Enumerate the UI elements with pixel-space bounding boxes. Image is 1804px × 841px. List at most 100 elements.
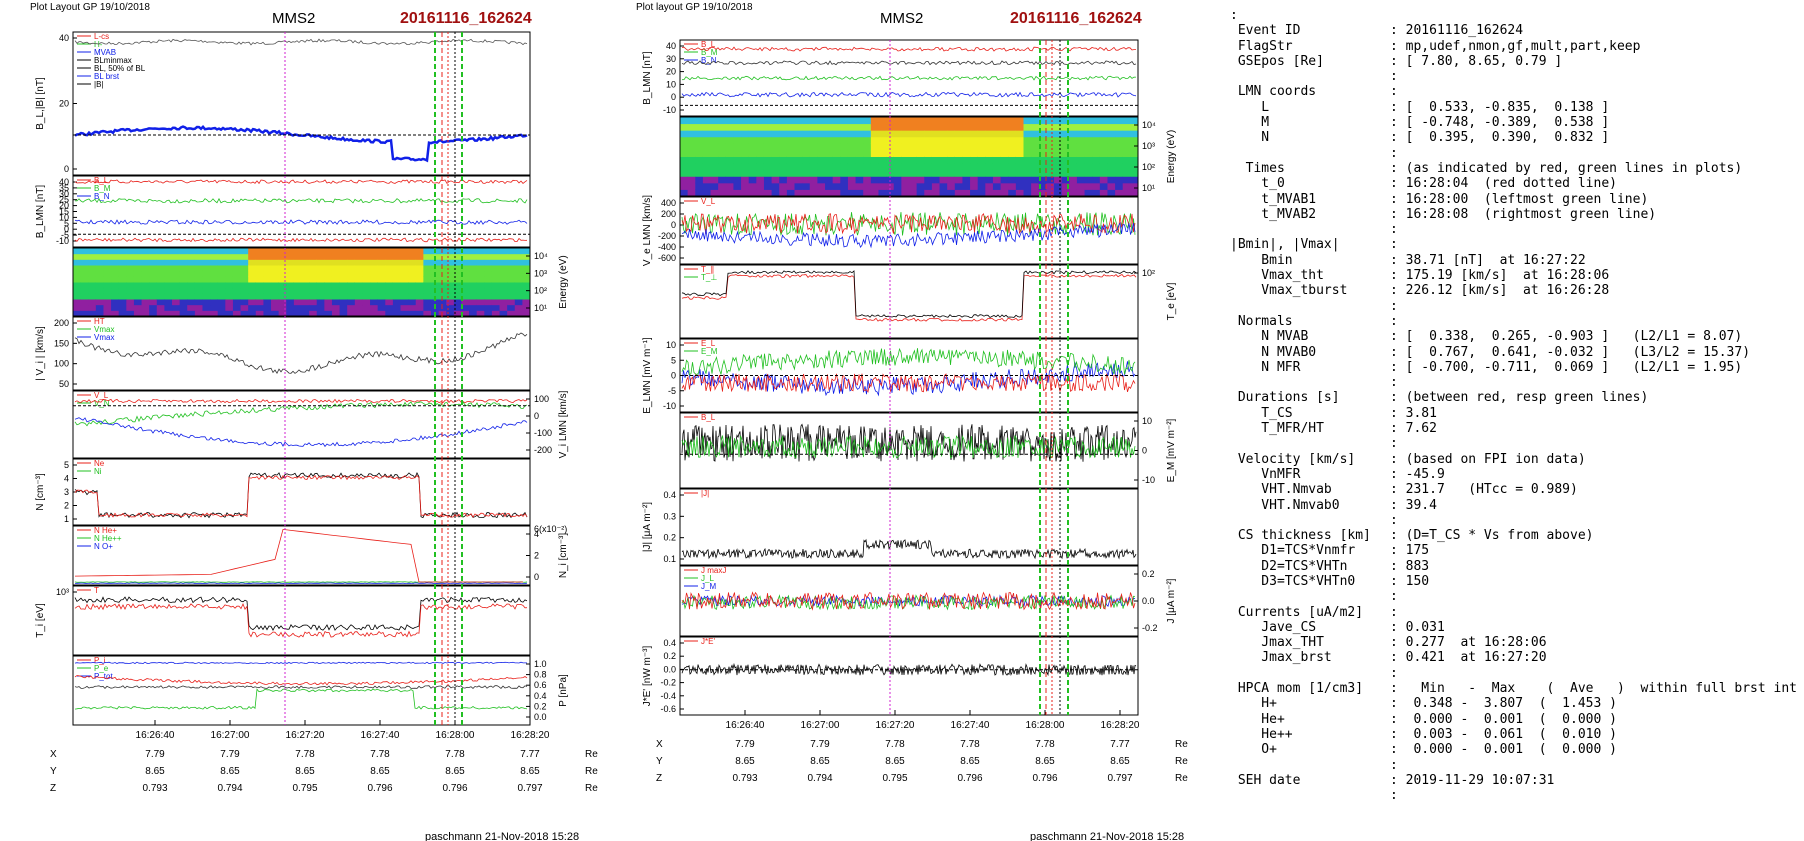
spectrogram-cell [271, 299, 280, 306]
spectrogram-cell [499, 287, 508, 294]
spectrogram-cell [514, 253, 523, 260]
spectrogram-cell [809, 182, 818, 190]
spectrogram-cell [725, 163, 734, 171]
ephem-value: 0.795 [292, 783, 317, 794]
spectrogram-cell [909, 117, 918, 125]
spectrogram-cell [331, 276, 341, 283]
panel-em: 100-10 E_M [mV m⁻²]B_L [679, 412, 1177, 489]
spectrogram-cell [1038, 176, 1047, 184]
info-key: CS thickness [km] [1230, 528, 1371, 544]
spectrogram-cell [1023, 136, 1032, 144]
y-tick-label: 10⁴ [534, 251, 548, 261]
spectrogram-cell [111, 265, 120, 272]
spectrogram-cell [370, 282, 379, 289]
spectrogram-cell [1061, 149, 1070, 157]
spectrogram-cell [916, 130, 925, 138]
spectrogram-cell [461, 270, 470, 277]
spectrogram-cell [1115, 176, 1124, 184]
spectrogram-cell [763, 176, 773, 184]
info-key: LMN coords [1230, 84, 1317, 100]
ephem-value: 0.796 [442, 783, 467, 794]
spectrogram-cell [809, 143, 818, 151]
info-row: N MFR: [ -0.700, -0.711, 0.069 ] (L2/L1 … [1230, 360, 1800, 375]
spectrogram-cell [248, 282, 257, 289]
spectrogram-cell [878, 143, 887, 151]
spectrogram-cell [156, 276, 165, 283]
spectrogram-cell [347, 276, 356, 283]
spectrogram-cell [141, 259, 150, 266]
spectrogram-cell [339, 265, 348, 272]
spectrogram-cell [962, 163, 971, 171]
spectrogram-cell [741, 123, 750, 131]
spectrogram-cell [172, 310, 181, 317]
spectrogram-cell [324, 287, 333, 294]
spectrogram-cell [687, 176, 696, 184]
spectrogram-cell [1069, 123, 1078, 131]
spectrogram-cell [469, 304, 478, 311]
info-key: L [1230, 99, 1270, 115]
spectrogram-cell [316, 248, 325, 255]
info-row: HPCA mom [1/cm3]: Min - Max ( Ave ) with… [1230, 681, 1800, 696]
spectrogram-cell [438, 282, 447, 289]
legend-label: T [94, 586, 99, 595]
spectrogram-cell [73, 310, 82, 317]
spectrogram-cell [710, 189, 719, 197]
y-tick-label: 3 [64, 487, 69, 497]
spectrogram-cell [202, 310, 211, 317]
spectrogram-cell [263, 299, 272, 306]
spectrogram-cell [179, 299, 188, 306]
spectrogram-cell [126, 310, 135, 317]
spectrogram-cell [1076, 136, 1086, 144]
spectrogram-cell [484, 310, 493, 317]
spectrogram-cell [133, 310, 143, 317]
info-key: t_0 [1230, 176, 1285, 192]
spectrogram-cell [1061, 189, 1070, 197]
spectrogram-cell [817, 123, 826, 131]
spectrogram-cell [1122, 156, 1131, 164]
plot-title: MMS2 [880, 10, 923, 27]
spectrogram-cell [710, 149, 719, 157]
spectrogram-cell [446, 299, 455, 306]
spectrogram-cell [855, 182, 864, 190]
spectrogram-cell [825, 182, 834, 190]
spectrogram-cell [825, 117, 834, 125]
spectrogram-cell [832, 176, 841, 184]
spectrogram-cell [809, 156, 818, 164]
spectrogram-cell [817, 117, 826, 125]
y-tick-label: 10 [666, 340, 676, 350]
spectrogram-cell [217, 310, 226, 317]
spectrogram-cell [756, 149, 765, 157]
info-row: O+: 0.000 - 0.001 ( 0.000 ) [1230, 742, 1800, 757]
spectrogram-cell [893, 163, 902, 171]
spectrogram-cell [499, 276, 508, 283]
spectrogram-cell [970, 149, 979, 157]
data-series [74, 38, 528, 46]
spectrogram-cell [763, 182, 773, 190]
spectrogram-cell [514, 265, 523, 272]
spectrogram-cell [362, 299, 371, 306]
spectrogram-cell [491, 287, 501, 294]
spectrogram-cell [194, 299, 203, 306]
spectrogram-cell [1107, 182, 1116, 190]
spectrogram-cell [741, 189, 750, 197]
spectrogram-cell [1038, 169, 1047, 177]
spectrogram-cell [954, 169, 963, 177]
spectrogram-cell [893, 136, 902, 144]
spectrogram-cell [1076, 169, 1086, 177]
spectrogram-cell [408, 293, 417, 300]
spectrogram-cell [779, 117, 788, 125]
spectrogram-cell [225, 253, 234, 260]
spectrogram-cell [1069, 163, 1078, 171]
info-row: He++: 0.003 - 0.061 ( 0.010 ) [1230, 727, 1800, 742]
spectrogram-cell [438, 259, 447, 266]
spectrogram-cell [88, 259, 97, 266]
spectrogram-cell [718, 149, 727, 157]
spectrogram-cell [962, 136, 971, 144]
spectrogram-cell [825, 189, 834, 197]
spectrogram-cell [354, 287, 363, 294]
spectrogram-cell [476, 299, 485, 306]
info-row: Jave_CS: 0.031 [1230, 620, 1800, 635]
spectrogram-cell [947, 176, 956, 184]
spectrogram-cell [301, 253, 310, 260]
info-key: Durations [s] [1230, 390, 1340, 406]
